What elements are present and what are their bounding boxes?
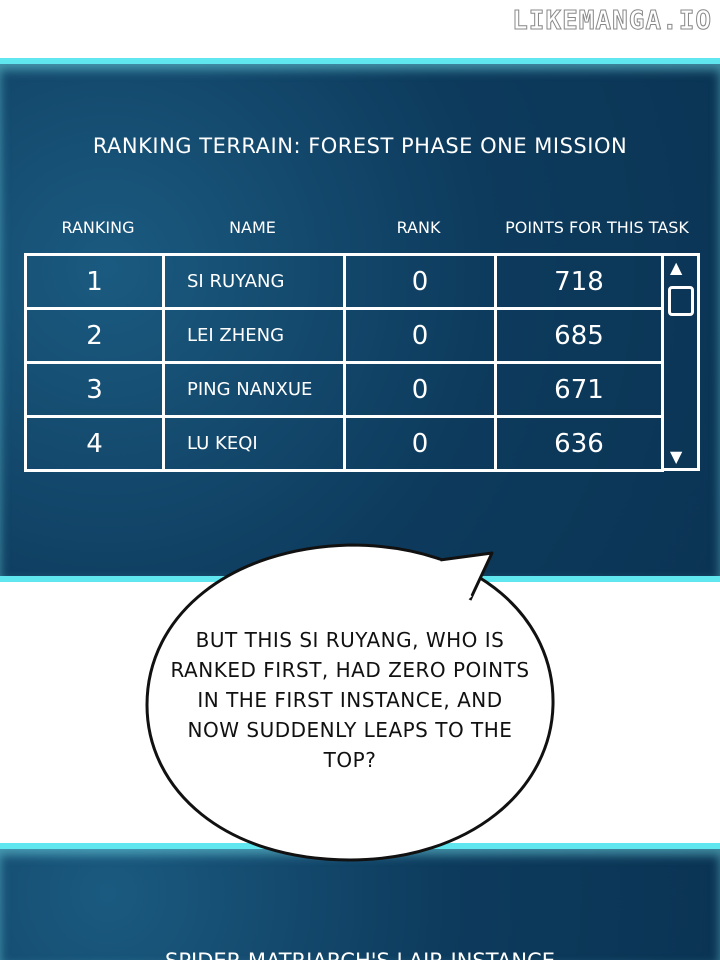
ranking-panel: RANKING TERRAIN: FOREST PHASE ONE MISSIO… xyxy=(0,58,720,582)
table-row: 2 LEI ZHENG 0 685 xyxy=(24,307,664,364)
header-ranking: RANKING xyxy=(61,218,135,237)
header-name: NAME xyxy=(229,218,276,237)
cell-name: LU KEQI xyxy=(162,415,346,472)
header-rank: RANK xyxy=(396,218,441,237)
cell-name: SI RUYANG xyxy=(162,253,346,310)
scrollbar[interactable]: ▲ ▼ xyxy=(664,253,700,471)
ranking-table: 1 SI RUYANG 0 718 2 LEI ZHENG 0 685 3 PING NANXUE… xyxy=(24,253,664,472)
cell-name: PING NANXUE xyxy=(162,361,346,418)
speech-bubble-text: BUT THIS SI RUYANG, WHO IS RANKED FIRST,… xyxy=(170,628,530,772)
cell-points: 718 xyxy=(494,253,664,310)
cell-ranking: 2 xyxy=(24,307,165,364)
scroll-thumb[interactable] xyxy=(668,286,694,316)
cell-name: LEI ZHENG xyxy=(162,307,346,364)
scroll-down-icon[interactable]: ▼ xyxy=(670,447,683,466)
cell-rank: 0 xyxy=(343,253,497,310)
scroll-up-icon[interactable]: ▲ xyxy=(670,258,683,277)
cell-points: 671 xyxy=(494,361,664,418)
table-row: 1 SI RUYANG 0 718 xyxy=(24,253,664,310)
cell-rank: 0 xyxy=(343,361,497,418)
watermark: LIKEMANGA.IO xyxy=(512,6,712,37)
cell-points: 636 xyxy=(494,415,664,472)
table-row: 3 PING NANXUE 0 671 xyxy=(24,361,664,418)
cell-ranking: 1 xyxy=(24,253,165,310)
cell-rank: 0 xyxy=(343,415,497,472)
cell-ranking: 4 xyxy=(24,415,165,472)
cell-ranking: 3 xyxy=(24,361,165,418)
cell-points: 685 xyxy=(494,307,664,364)
table-row: 4 LU KEQI 0 636 xyxy=(24,415,664,472)
header-points: POINTS FOR THIS TASK xyxy=(505,218,689,237)
ranking-title: RANKING TERRAIN: FOREST PHASE ONE MISSIO… xyxy=(92,134,628,158)
cell-rank: 0 xyxy=(343,307,497,364)
